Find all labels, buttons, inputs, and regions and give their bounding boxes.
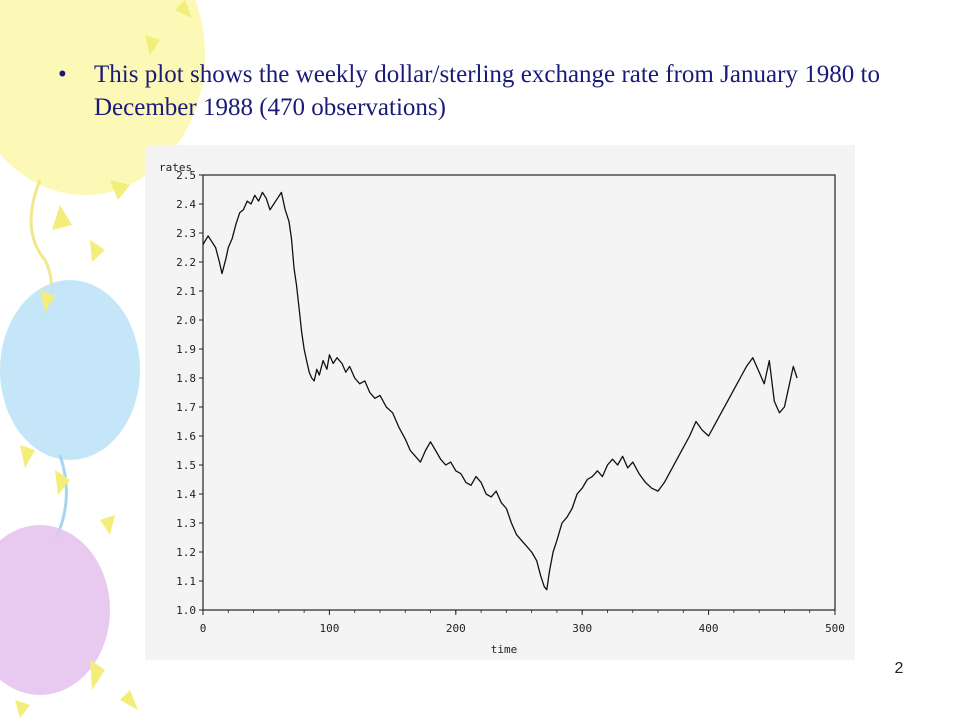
x-axis-ticks: 0 100 200 300 400 500 — [200, 610, 845, 635]
y-tick-label: 1.3 — [176, 517, 196, 530]
bullet-text: This plot shows the weekly dollar/sterli… — [94, 61, 880, 121]
x-tick-label: 300 — [572, 622, 592, 635]
slide-bullet: • This plot shows the weekly dollar/ster… — [58, 58, 880, 124]
page-number: 2 — [894, 660, 904, 677]
y-tick-label: 1.0 — [176, 604, 196, 617]
y-tick-label: 1.6 — [176, 430, 196, 443]
y-axis-title: rates — [159, 161, 192, 174]
y-tick-label: 1.2 — [176, 546, 196, 559]
exchange-rate-chart: 1.0 1.1 1.2 1.3 1.4 1.5 1.6 1.7 1.8 1.9 2.0 2.1 2.2 2… — [159, 161, 845, 656]
x-tick-label: 500 — [825, 622, 845, 635]
y-tick-label: 1.8 — [176, 372, 196, 385]
series-line — [202, 191, 798, 591]
y-tick-label: 2.1 — [176, 285, 196, 298]
y-tick-label: 1.5 — [176, 459, 196, 472]
y-tick-label: 2.2 — [176, 256, 196, 269]
x-axis-title: time — [491, 643, 518, 656]
balloon-blue-icon — [0, 280, 140, 541]
x-tick-label: 0 — [200, 622, 207, 635]
y-tick-label: 1.7 — [176, 401, 196, 414]
chart-frame: 1.0 1.1 1.2 1.3 1.4 1.5 1.6 1.7 1.8 1.9 2.0 2.1 2.2 2… — [145, 145, 855, 660]
chart-axes — [202, 174, 836, 611]
balloon-purple-icon — [0, 525, 110, 695]
bullet-icon: • — [58, 61, 67, 88]
y-tick-label: 2.5 — [176, 169, 196, 182]
x-tick-label: 400 — [699, 622, 719, 635]
plot-border — [202, 174, 836, 611]
x-tick-label: 200 — [446, 622, 466, 635]
y-tick-label: 1.4 — [176, 488, 196, 501]
series-group — [202, 191, 798, 591]
y-tick-label: 1.9 — [176, 343, 196, 356]
confetti-icon — [15, 0, 192, 718]
y-tick-label: 1.1 — [176, 575, 196, 588]
y-tick-label: 2.0 — [176, 314, 196, 327]
x-tick-label: 100 — [319, 622, 339, 635]
y-axis-ticks: 1.0 1.1 1.2 1.3 1.4 1.5 1.6 1.7 1.8 1.9 2.0 2.1 2.2 2… — [176, 169, 203, 617]
y-tick-label: 2.4 — [176, 198, 196, 211]
y-tick-label: 2.3 — [176, 227, 196, 240]
